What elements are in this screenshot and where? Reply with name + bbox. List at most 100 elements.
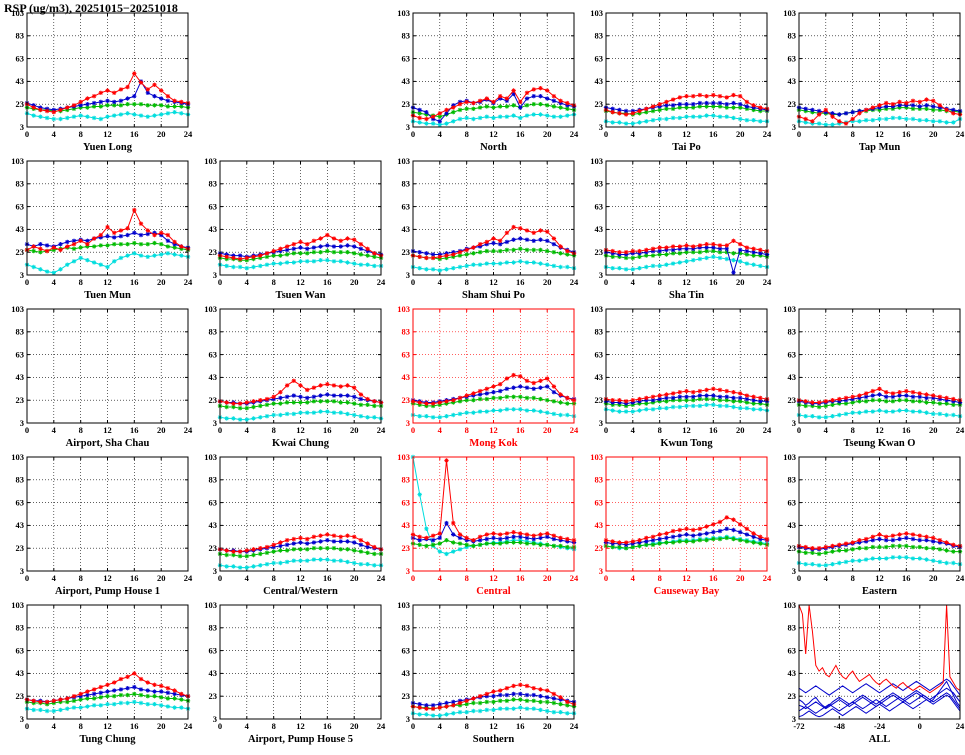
svg-text:24: 24 bbox=[956, 129, 965, 139]
svg-text:83: 83 bbox=[16, 31, 25, 41]
chart-plot: 3 23 43 63 83 103 0 4 8 12 16 20 24 Tap Mun bbox=[783, 8, 965, 153]
svg-text:3: 3 bbox=[20, 418, 24, 428]
svg-text:23: 23 bbox=[788, 395, 797, 405]
svg-text:4: 4 bbox=[438, 573, 443, 583]
svg-text:20: 20 bbox=[157, 129, 166, 139]
svg-text:20: 20 bbox=[543, 721, 552, 731]
chart-title: Kwun Tong bbox=[660, 438, 713, 449]
svg-text:4: 4 bbox=[245, 573, 250, 583]
chart-sha-tin: 3 23 43 63 83 103 0 4 8 12 16 20 24 Sha Tin bbox=[579, 156, 772, 304]
svg-text:4: 4 bbox=[824, 573, 829, 583]
chart-plot: 3 23 43 63 83 103 0 4 8 12 16 20 24 Eastern bbox=[783, 452, 965, 597]
svg-text:63: 63 bbox=[209, 349, 218, 359]
svg-text:103: 103 bbox=[590, 156, 603, 166]
svg-text:3: 3 bbox=[213, 566, 217, 576]
svg-text:83: 83 bbox=[595, 327, 604, 337]
svg-text:43: 43 bbox=[209, 224, 218, 234]
svg-text:24: 24 bbox=[763, 425, 772, 435]
svg-text:103: 103 bbox=[11, 8, 24, 18]
svg-text:83: 83 bbox=[209, 327, 218, 337]
svg-text:16: 16 bbox=[130, 425, 139, 435]
svg-text:8: 8 bbox=[465, 129, 469, 139]
chart-title: Sham Shui Po bbox=[462, 290, 525, 301]
svg-text:63: 63 bbox=[402, 349, 411, 359]
svg-text:8: 8 bbox=[79, 425, 83, 435]
svg-text:103: 103 bbox=[590, 8, 603, 18]
chart-plot: 3 23 43 63 83 103 0 4 8 12 16 20 24 Tuen Mun bbox=[11, 156, 193, 301]
svg-text:12: 12 bbox=[489, 277, 498, 287]
svg-text:63: 63 bbox=[402, 645, 411, 655]
chart-title: Kwai Chung bbox=[272, 438, 330, 449]
svg-text:12: 12 bbox=[103, 129, 112, 139]
svg-text:3: 3 bbox=[20, 270, 24, 280]
svg-text:0: 0 bbox=[918, 721, 922, 731]
svg-text:43: 43 bbox=[402, 668, 411, 678]
svg-text:43: 43 bbox=[402, 224, 411, 234]
svg-text:103: 103 bbox=[204, 156, 217, 166]
svg-text:103: 103 bbox=[11, 600, 24, 610]
svg-text:63: 63 bbox=[16, 497, 25, 507]
svg-text:83: 83 bbox=[595, 475, 604, 485]
svg-text:0: 0 bbox=[411, 277, 415, 287]
svg-text:103: 103 bbox=[590, 304, 603, 314]
svg-text:103: 103 bbox=[397, 304, 410, 314]
svg-text:23: 23 bbox=[16, 395, 25, 405]
chart-title: Yuen Long bbox=[83, 142, 133, 153]
svg-text:20: 20 bbox=[157, 573, 166, 583]
svg-text:8: 8 bbox=[79, 277, 83, 287]
svg-text:3: 3 bbox=[792, 566, 796, 576]
svg-text:103: 103 bbox=[397, 8, 410, 18]
svg-text:43: 43 bbox=[16, 224, 25, 234]
svg-text:23: 23 bbox=[402, 395, 411, 405]
chart-plot: 3 23 43 63 83 103 0 4 8 12 16 20 24 Tai Po bbox=[590, 8, 772, 153]
svg-text:43: 43 bbox=[402, 520, 411, 530]
svg-text:20: 20 bbox=[157, 721, 166, 731]
svg-text:8: 8 bbox=[272, 573, 276, 583]
svg-text:4: 4 bbox=[245, 721, 250, 731]
chart-plot: 3 23 43 63 83 103 0 4 8 12 16 20 24 Sha Tin bbox=[590, 156, 772, 301]
svg-text:4: 4 bbox=[52, 277, 57, 287]
svg-text:20: 20 bbox=[736, 277, 745, 287]
svg-text:3: 3 bbox=[406, 418, 410, 428]
svg-text:63: 63 bbox=[402, 53, 411, 63]
svg-text:-24: -24 bbox=[874, 721, 886, 731]
chart-sham-shui-po: 3 23 43 63 83 103 0 4 8 12 16 20 24 Sham Shui Po bbox=[386, 156, 579, 304]
svg-text:16: 16 bbox=[323, 721, 332, 731]
svg-text:43: 43 bbox=[209, 372, 218, 382]
svg-text:8: 8 bbox=[465, 721, 469, 731]
chart-title: Mong Kok bbox=[469, 438, 517, 449]
svg-text:-72: -72 bbox=[793, 721, 804, 731]
svg-text:23: 23 bbox=[788, 99, 797, 109]
svg-text:24: 24 bbox=[570, 129, 579, 139]
chart-tap-mun: 3 23 43 63 83 103 0 4 8 12 16 20 24 Tap Mun bbox=[772, 8, 965, 156]
svg-text:3: 3 bbox=[599, 418, 603, 428]
svg-text:24: 24 bbox=[956, 721, 965, 731]
svg-text:8: 8 bbox=[465, 425, 469, 435]
chart-all: 3 23 43 63 83 103 -72 -48 -24 0 24 ALL bbox=[772, 600, 965, 748]
svg-text:63: 63 bbox=[16, 349, 25, 359]
svg-text:8: 8 bbox=[272, 425, 276, 435]
chart-title: Airport, Pump House 1 bbox=[55, 586, 160, 597]
svg-text:24: 24 bbox=[570, 425, 579, 435]
svg-text:3: 3 bbox=[406, 714, 410, 724]
svg-text:4: 4 bbox=[438, 277, 443, 287]
svg-text:23: 23 bbox=[16, 543, 25, 553]
svg-text:83: 83 bbox=[402, 475, 411, 485]
svg-text:83: 83 bbox=[402, 623, 411, 633]
svg-text:63: 63 bbox=[595, 53, 604, 63]
svg-text:0: 0 bbox=[411, 425, 415, 435]
chart-causeway-bay: 3 23 43 63 83 103 0 4 8 12 16 20 24 Causeway Bay bbox=[579, 452, 772, 600]
svg-text:0: 0 bbox=[218, 277, 222, 287]
svg-text:24: 24 bbox=[184, 573, 193, 583]
svg-text:83: 83 bbox=[209, 475, 218, 485]
svg-text:0: 0 bbox=[604, 129, 608, 139]
svg-text:0: 0 bbox=[25, 277, 29, 287]
svg-text:23: 23 bbox=[595, 395, 604, 405]
svg-text:43: 43 bbox=[788, 668, 797, 678]
svg-text:12: 12 bbox=[682, 573, 691, 583]
svg-text:24: 24 bbox=[956, 573, 965, 583]
svg-text:63: 63 bbox=[788, 349, 797, 359]
svg-text:20: 20 bbox=[157, 425, 166, 435]
svg-text:3: 3 bbox=[406, 566, 410, 576]
svg-text:0: 0 bbox=[604, 277, 608, 287]
